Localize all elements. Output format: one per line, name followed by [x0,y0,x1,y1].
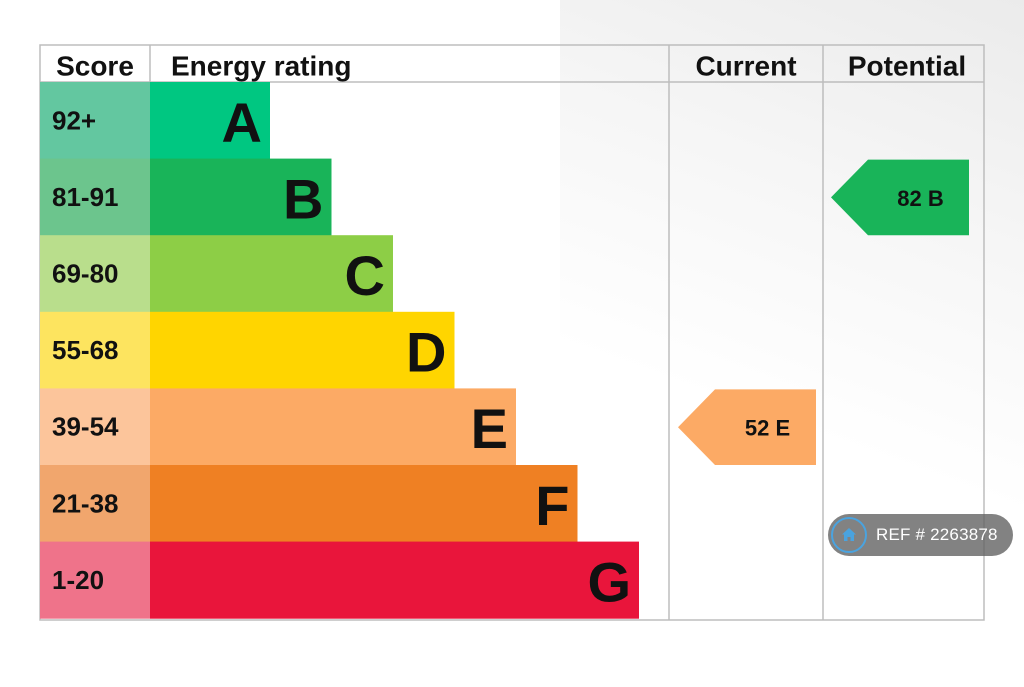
band-bar-g [150,541,639,619]
band-bar-d [150,311,455,389]
score-cell-f [40,465,150,543]
score-cell-c [40,235,150,313]
band-letter-f: F [535,474,569,537]
current-rating-arrow [678,389,816,465]
score-label-e: 39-54 [52,412,119,442]
score-label-g: 1-20 [52,565,104,595]
score-cell-a [40,82,150,160]
score-label-c: 69-80 [52,259,119,289]
header-score: Score [56,51,134,82]
band-letter-a: A [222,91,262,154]
home-icon [831,517,867,553]
header-current: Current [695,51,796,82]
potential-rating-label: 82 B [897,186,943,211]
band-bar-c [150,235,393,313]
ref-number: REF # 2263878 [876,525,998,544]
score-label-a: 92+ [52,105,96,135]
band-bar-b [150,158,332,236]
band-letter-d: D [406,321,446,384]
band-letter-c: C [345,244,385,307]
band-letter-b: B [283,167,323,230]
band-bar-e [150,388,516,466]
band-bar-f [150,465,578,543]
current-rating-label: 52 E [745,416,790,441]
ref-badge: REF # 2263878 [828,514,1013,556]
score-cell-d [40,311,150,389]
band-letter-e: E [471,397,508,460]
score-cell-g [40,541,150,619]
band-bar-a [150,82,270,160]
potential-rating-arrow [831,159,969,236]
band-letter-g: G [587,550,631,613]
score-label-d: 55-68 [52,335,119,365]
score-label-f: 21-38 [52,488,119,518]
score-cell-e [40,388,150,466]
score-label-b: 81-91 [52,182,119,212]
header-energy-rating: Energy rating [171,51,351,82]
score-cell-b [40,158,150,236]
header-potential: Potential [848,51,966,82]
